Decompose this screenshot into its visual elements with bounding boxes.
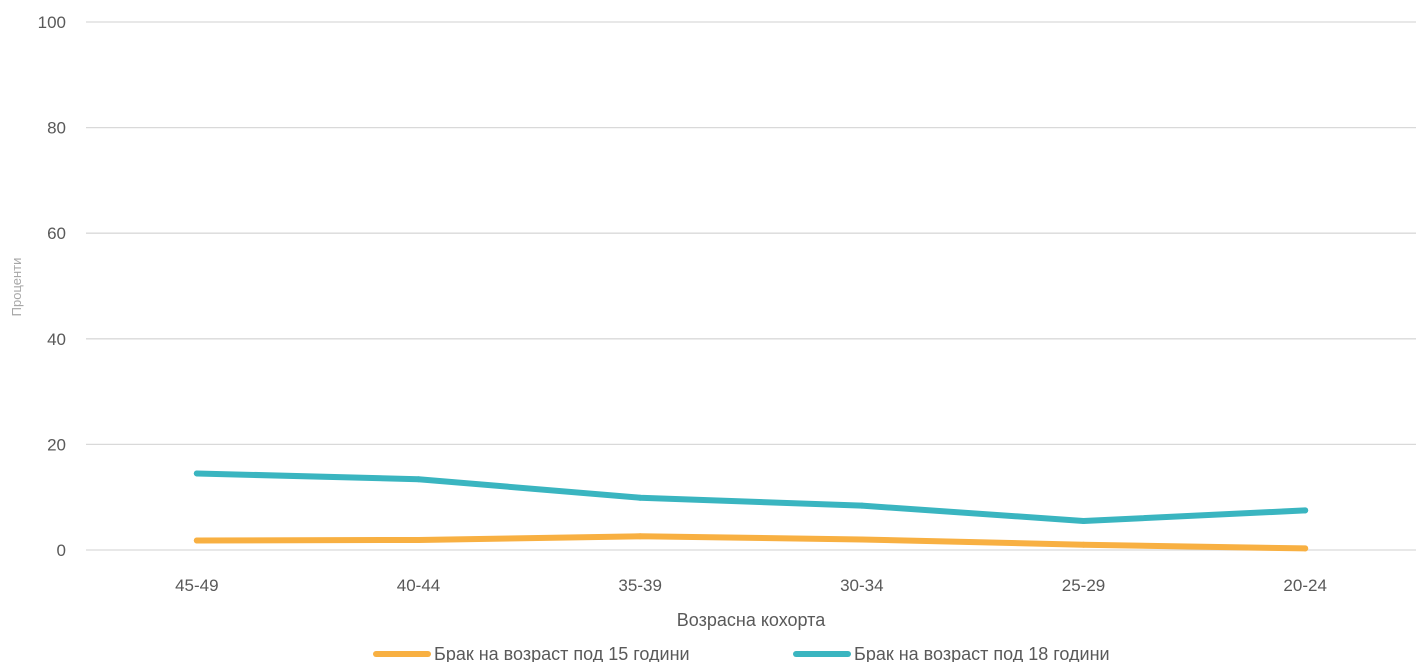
legend-item: Брак на возраст под 18 години xyxy=(793,644,1110,662)
data-point xyxy=(858,502,865,509)
data-point xyxy=(1302,507,1309,514)
x-axis-ticks: 45-49 40-44 35-39 30-34 25-29 20-24 xyxy=(175,576,1327,595)
data-point xyxy=(637,494,644,501)
data-point xyxy=(415,536,422,543)
series-line-1 xyxy=(193,533,1309,552)
data-point xyxy=(193,470,200,477)
x-tick-label: 40-44 xyxy=(397,576,440,595)
data-point xyxy=(415,476,422,483)
y-tick-label: 0 xyxy=(57,541,66,560)
legend-item: Брак на возраст под 15 години xyxy=(373,644,690,662)
series-line-2 xyxy=(193,470,1309,524)
data-point xyxy=(858,536,865,543)
legend-label: Брак на возраст под 15 години xyxy=(434,644,690,662)
y-axis-ticks: 0 20 40 60 80 100 xyxy=(38,13,66,560)
data-point xyxy=(1080,541,1087,548)
y-tick-label: 100 xyxy=(38,13,66,32)
data-point xyxy=(193,537,200,544)
x-axis-title: Возрасна кохорта xyxy=(677,610,826,630)
y-tick-label: 60 xyxy=(47,224,66,243)
data-point xyxy=(1302,545,1309,552)
y-tick-label: 80 xyxy=(47,119,66,138)
x-tick-label: 45-49 xyxy=(175,576,218,595)
data-point xyxy=(1080,517,1087,524)
x-tick-label: 35-39 xyxy=(618,576,661,595)
y-axis-title: Проценти xyxy=(9,258,24,317)
x-tick-label: 30-34 xyxy=(840,576,883,595)
legend-label: Брак на возраст под 18 години xyxy=(854,644,1110,662)
series-lines xyxy=(193,470,1309,552)
x-tick-label: 25-29 xyxy=(1062,576,1105,595)
x-tick-label: 20-24 xyxy=(1283,576,1326,595)
data-point xyxy=(637,533,644,540)
gridlines xyxy=(86,21,1416,551)
y-tick-label: 20 xyxy=(47,435,66,454)
y-tick-label: 40 xyxy=(47,330,66,349)
legend: Брак на возраст под 15 години Брак на воз… xyxy=(373,644,1110,662)
